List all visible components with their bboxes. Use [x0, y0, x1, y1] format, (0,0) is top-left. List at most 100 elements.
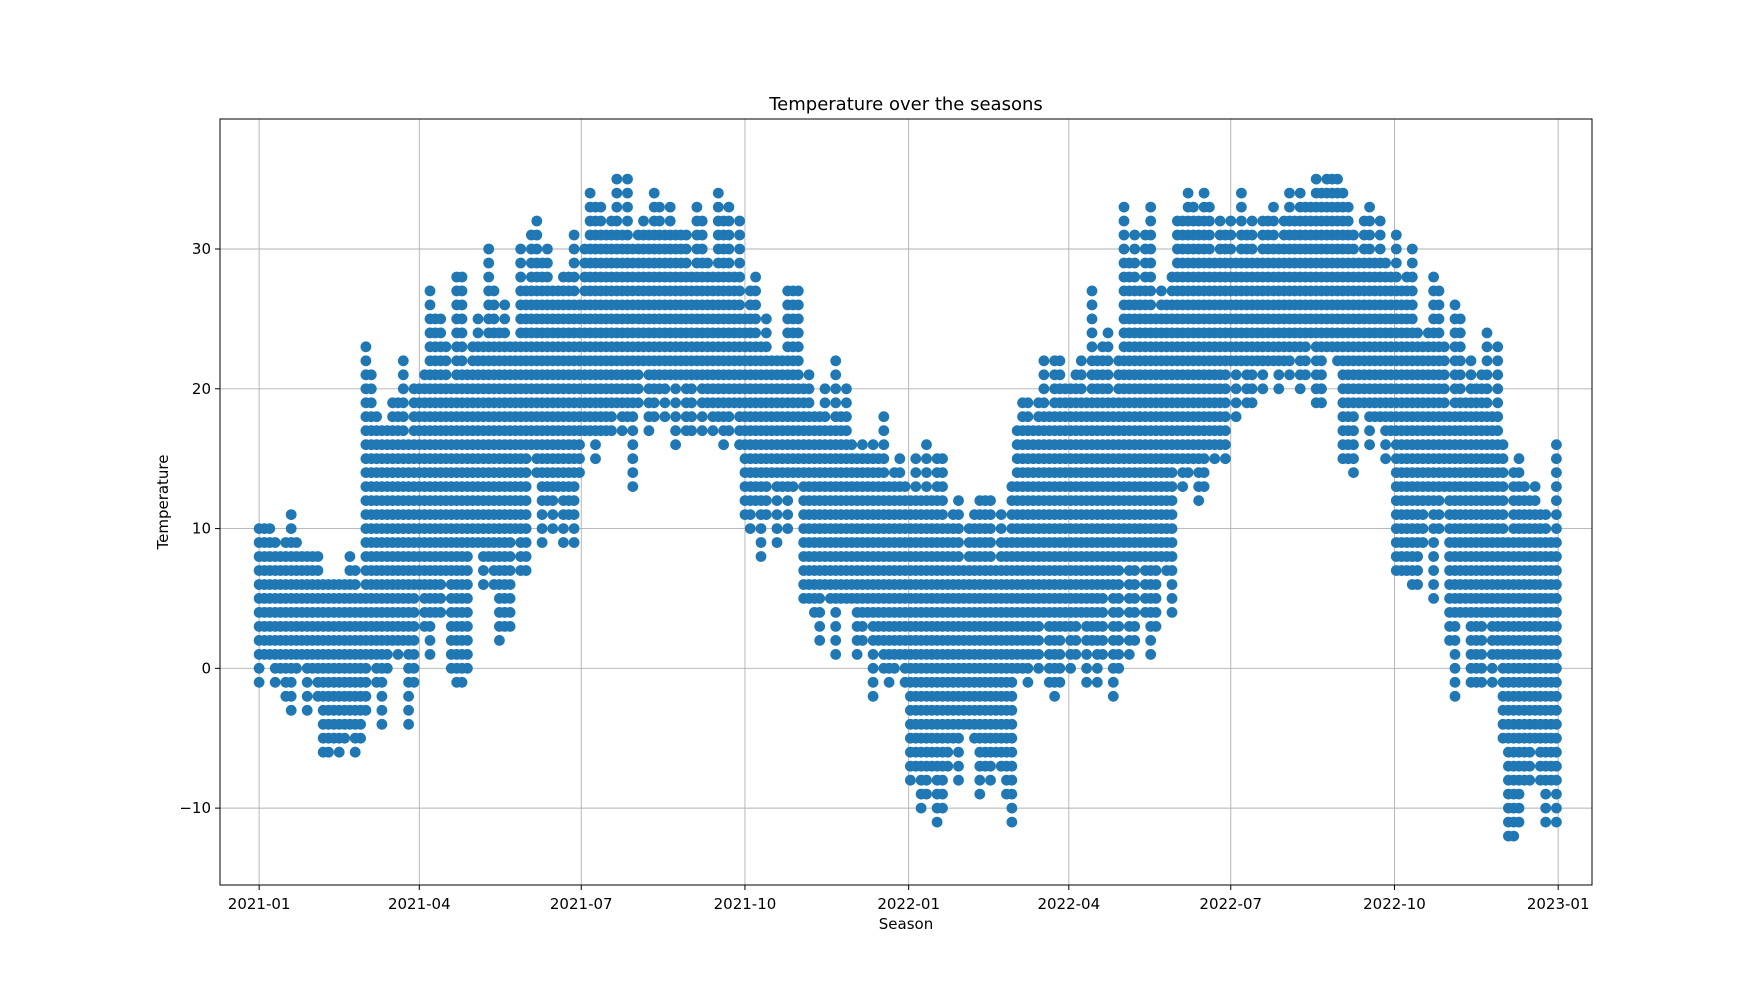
data-point	[1406, 257, 1418, 269]
data-point	[1246, 397, 1258, 409]
data-point	[1129, 271, 1141, 283]
x-axis: 2021-01 2021-04 2021-07 2021-10 2022-01 2022-…	[228, 885, 1590, 913]
data-point	[1551, 481, 1562, 492]
data-point	[953, 523, 964, 534]
data-point	[787, 481, 799, 492]
data-point	[723, 257, 735, 269]
data-point	[1540, 509, 1552, 520]
data-point	[397, 397, 409, 409]
data-point	[1529, 495, 1541, 506]
data-point	[440, 355, 452, 367]
data-point	[942, 760, 954, 772]
data-point	[1006, 704, 1018, 716]
data-point	[857, 621, 868, 632]
data-point	[771, 509, 783, 520]
data-point	[841, 425, 852, 437]
data-point	[568, 509, 580, 520]
data-point	[878, 425, 890, 437]
data-point	[1433, 285, 1445, 297]
data-point	[1166, 607, 1178, 618]
data-point	[755, 551, 767, 562]
data-point	[627, 481, 639, 492]
data-point	[285, 509, 297, 520]
data-point	[616, 425, 628, 437]
data-point	[611, 215, 623, 227]
data-point	[921, 467, 932, 478]
data-point	[910, 481, 922, 492]
data-point	[1390, 243, 1402, 255]
data-point	[819, 411, 831, 423]
data-point	[915, 802, 927, 814]
x-tick-label: 2021-10	[714, 895, 777, 913]
data-point	[792, 285, 804, 297]
x-tick-label: 2021-01	[228, 895, 291, 913]
data-point	[830, 369, 842, 381]
data-point	[953, 509, 964, 520]
data-point	[953, 760, 964, 772]
data-point	[937, 481, 948, 492]
data-point	[1129, 243, 1141, 255]
points-layer	[253, 173, 1562, 842]
data-point	[1054, 369, 1066, 381]
data-point	[1428, 565, 1439, 576]
data-point	[771, 523, 783, 534]
data-point	[1220, 397, 1231, 409]
data-point	[520, 467, 532, 478]
data-point	[632, 397, 644, 409]
data-point	[360, 341, 372, 353]
data-point	[403, 690, 414, 702]
data-point	[1332, 173, 1343, 185]
data-point	[792, 327, 804, 339]
data-point	[1390, 229, 1402, 241]
data-point	[1449, 676, 1461, 688]
data-point	[664, 201, 676, 213]
data-point	[397, 425, 409, 437]
y-tick-label: 10	[192, 520, 211, 538]
y-tick-label: 20	[192, 380, 211, 398]
data-point	[1374, 215, 1386, 227]
data-point	[696, 411, 708, 423]
data-point	[590, 453, 601, 465]
data-point	[1145, 229, 1157, 241]
data-point	[483, 257, 495, 269]
data-point	[558, 537, 569, 548]
data-point	[718, 439, 729, 451]
data-point	[1364, 425, 1375, 437]
data-point	[723, 215, 735, 227]
data-point	[1220, 369, 1231, 381]
data-point	[921, 453, 932, 465]
data-point	[1246, 215, 1258, 227]
data-point	[520, 537, 532, 548]
data-point	[867, 649, 879, 660]
data-point	[1150, 579, 1162, 590]
data-point	[1465, 369, 1477, 381]
data-point	[462, 593, 473, 604]
data-point	[1551, 718, 1562, 730]
data-point	[1551, 509, 1562, 520]
data-point	[1054, 662, 1066, 674]
data-point	[1412, 551, 1423, 562]
data-point	[520, 481, 532, 492]
data-point	[782, 495, 794, 506]
data-point	[760, 481, 772, 492]
data-point	[648, 397, 660, 409]
data-point	[750, 327, 761, 339]
data-point	[542, 243, 553, 255]
data-point	[542, 257, 553, 269]
data-point	[568, 257, 580, 269]
data-point	[1268, 201, 1279, 213]
data-point	[803, 397, 815, 409]
data-point	[1145, 243, 1157, 255]
data-point	[1492, 411, 1504, 423]
data-point	[606, 425, 617, 437]
data-point	[1508, 830, 1520, 842]
data-point	[1433, 313, 1445, 325]
data-point	[1225, 243, 1237, 255]
data-point	[611, 173, 623, 185]
data-point	[734, 257, 745, 269]
data-point	[1204, 229, 1215, 241]
data-point	[504, 551, 516, 562]
data-point	[435, 313, 447, 325]
data-point	[878, 453, 890, 465]
